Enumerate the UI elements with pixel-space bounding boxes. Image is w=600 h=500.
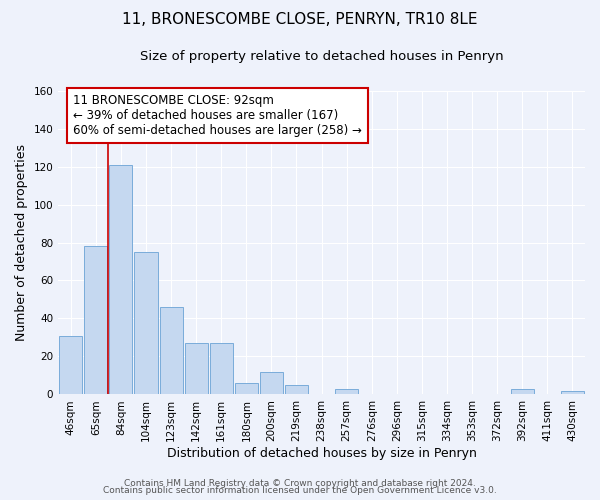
Bar bbox=[84, 246, 107, 394]
X-axis label: Distribution of detached houses by size in Penryn: Distribution of detached houses by size … bbox=[167, 447, 476, 460]
Bar bbox=[260, 372, 283, 394]
Bar bbox=[235, 383, 258, 394]
Bar bbox=[160, 307, 182, 394]
Text: 11, BRONESCOMBE CLOSE, PENRYN, TR10 8LE: 11, BRONESCOMBE CLOSE, PENRYN, TR10 8LE bbox=[122, 12, 478, 28]
Bar bbox=[59, 336, 82, 394]
Title: Size of property relative to detached houses in Penryn: Size of property relative to detached ho… bbox=[140, 50, 503, 63]
Text: 11 BRONESCOMBE CLOSE: 92sqm
← 39% of detached houses are smaller (167)
60% of se: 11 BRONESCOMBE CLOSE: 92sqm ← 39% of det… bbox=[73, 94, 362, 138]
Text: Contains public sector information licensed under the Open Government Licence v3: Contains public sector information licen… bbox=[103, 486, 497, 495]
Bar bbox=[209, 343, 233, 394]
Bar bbox=[185, 343, 208, 394]
Text: Contains HM Land Registry data © Crown copyright and database right 2024.: Contains HM Land Registry data © Crown c… bbox=[124, 478, 476, 488]
Bar bbox=[285, 385, 308, 394]
Bar bbox=[335, 389, 358, 394]
Bar bbox=[511, 389, 534, 394]
Bar bbox=[561, 390, 584, 394]
Bar bbox=[109, 164, 133, 394]
Bar bbox=[134, 252, 158, 394]
Y-axis label: Number of detached properties: Number of detached properties bbox=[15, 144, 28, 341]
